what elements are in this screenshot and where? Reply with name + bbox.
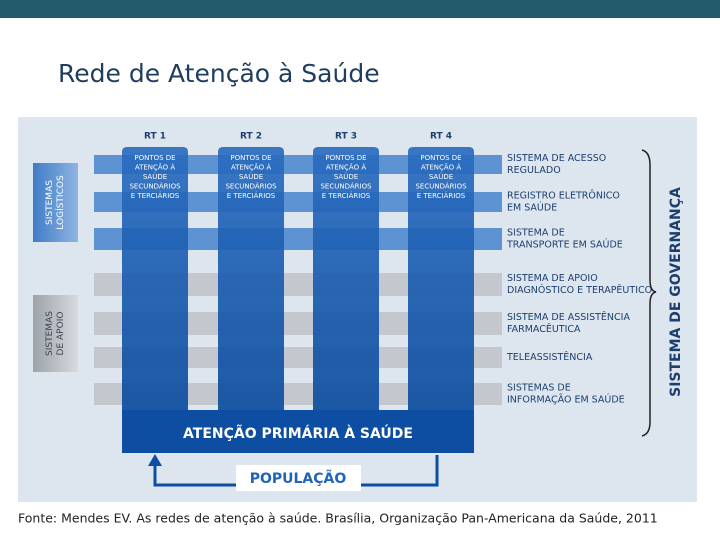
column-text: ATENÇÃO À	[231, 163, 271, 172]
system-label: REGISTRO ELETRÔNICO	[507, 190, 620, 202]
system-label: FARMACÊUTICA	[507, 323, 581, 335]
population-label: POPULAÇÃO	[250, 470, 347, 487]
column-text: SECUNDÁRIOS	[320, 182, 372, 191]
column	[408, 147, 474, 420]
column-text: SECUNDÁRIOS	[129, 182, 181, 191]
title: Rede de Atenção à Saúde	[58, 59, 380, 88]
system-label: INFORMAÇÃO EM SAÚDE	[507, 394, 625, 406]
column-text: SECUNDÁRIOS	[415, 182, 467, 191]
system-label: EM SAÚDE	[507, 202, 557, 214]
stripe	[94, 347, 502, 368]
column-text: SAÚDE	[429, 172, 453, 181]
group-label: LOGÍSTICOS	[54, 175, 66, 230]
column-label: RT 1	[144, 132, 166, 142]
column-label: RT 2	[240, 132, 262, 142]
group-label: DE APOIO	[56, 312, 66, 356]
base-label: ATENÇÃO PRIMÁRIA À SAÚDE	[183, 424, 413, 442]
source: Fonte: Mendes EV. As redes de atenção à …	[18, 511, 658, 526]
column-text: ATENÇÃO À	[135, 163, 175, 172]
column-label: RT 4	[430, 132, 452, 142]
stripe	[94, 228, 502, 250]
column	[313, 147, 379, 420]
stripe	[94, 383, 502, 405]
column-text: SAÚDE	[143, 172, 167, 181]
stripe	[94, 312, 502, 335]
stripe	[94, 192, 502, 212]
column-text: PONTOS DE	[134, 154, 175, 162]
system-label: SISTEMA DE APOIO	[507, 273, 598, 284]
column-text: E TERCIÁRIOS	[131, 191, 180, 200]
column-text: E TERCIÁRIOS	[227, 191, 276, 200]
column-text: SAÚDE	[239, 172, 263, 181]
system-label: REGULADO	[507, 165, 561, 176]
column-text: E TERCIÁRIOS	[417, 191, 466, 200]
governance-label: SISTEMA DE GOVERNANÇA	[668, 187, 684, 397]
brace	[641, 149, 657, 437]
column-text: PONTOS DE	[420, 154, 461, 162]
column-label: RT 3	[335, 132, 357, 142]
system-label: TELEASSISTÊNCIA	[506, 351, 593, 363]
column	[218, 147, 284, 420]
system-label: SISTEMA DE ASSISTÊNCIA	[507, 311, 630, 323]
column-text: ATENÇÃO À	[421, 163, 461, 172]
column-text: SECUNDÁRIOS	[225, 182, 277, 191]
column-text: SAÚDE	[334, 172, 358, 181]
group-box	[33, 295, 78, 372]
group-label: SISTEMAS	[45, 311, 55, 356]
column-text: E TERCIÁRIOS	[322, 191, 371, 200]
column	[122, 147, 188, 420]
system-label: SISTEMA DE ACESSO	[507, 153, 606, 164]
system-label: SISTEMAS DE	[507, 383, 571, 394]
system-label: TRANSPORTE EM SAÚDE	[506, 239, 623, 251]
group-box	[33, 163, 78, 242]
column-text: ATENÇÃO À	[326, 163, 366, 172]
stripe	[94, 155, 502, 174]
group-label: SISTEMAS	[45, 180, 55, 225]
column-text: PONTOS DE	[325, 154, 366, 162]
arrowhead	[148, 454, 162, 466]
system-label: SISTEMA DE	[507, 228, 565, 239]
population-box	[236, 465, 361, 491]
system-label: DIAGNÓSTICO E TERAPÊUTICO	[507, 284, 652, 296]
stripe	[94, 273, 502, 296]
column-text: PONTOS DE	[230, 154, 271, 162]
base-block	[122, 410, 474, 453]
top-bar	[0, 0, 720, 18]
